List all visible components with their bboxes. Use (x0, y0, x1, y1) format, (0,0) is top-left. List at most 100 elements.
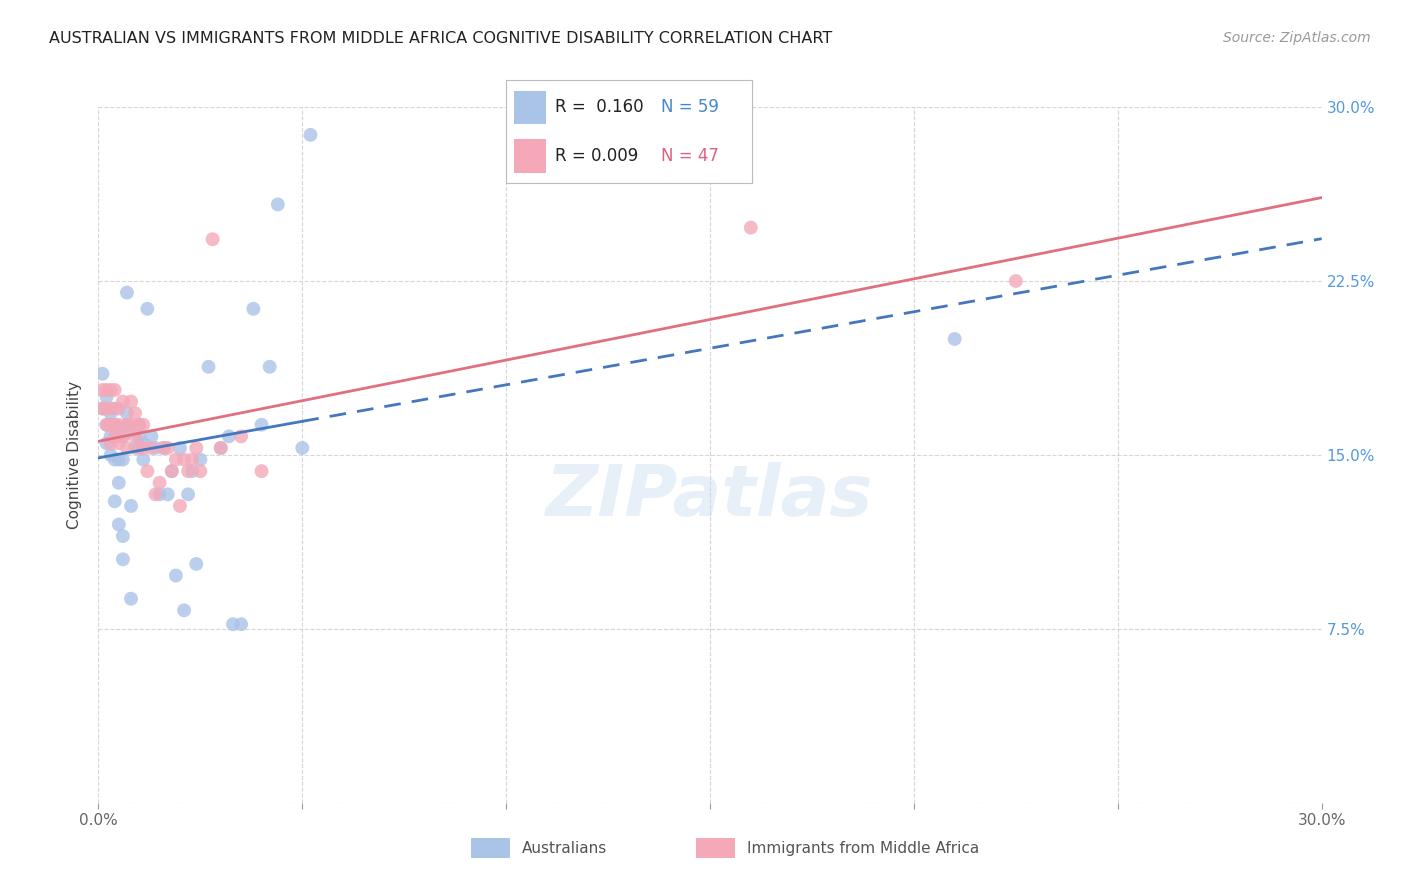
Point (91, 367, 114, 381)
Point (96, 401, 118, 416)
Point (124, 406, 146, 420)
Point (136, 301, 159, 316)
Point (152, 441, 174, 455)
Point (100, 436, 122, 450)
Point (100, 448, 122, 462)
Point (120, 394, 142, 409)
Point (111, 452, 134, 467)
Text: R =  0.160: R = 0.160 (555, 98, 644, 117)
Point (108, 401, 131, 416)
Point (181, 464, 204, 478)
Point (104, 494, 127, 508)
Point (96, 417, 118, 432)
Point (115, 417, 138, 432)
Point (91, 383, 114, 397)
Point (100, 417, 122, 432)
Point (136, 464, 159, 478)
Text: Immigrants from Middle Africa: Immigrants from Middle Africa (747, 841, 979, 855)
Point (128, 417, 150, 432)
Point (120, 591, 142, 606)
Point (111, 394, 134, 409)
Point (231, 617, 253, 632)
Point (173, 452, 195, 467)
Point (96, 383, 118, 397)
Point (104, 429, 127, 443)
Point (128, 429, 150, 443)
Point (108, 429, 131, 443)
Point (104, 429, 127, 443)
Point (128, 417, 150, 432)
Point (186, 557, 208, 571)
Point (231, 429, 253, 443)
Point (108, 475, 131, 490)
Text: Source: ZipAtlas.com: Source: ZipAtlas.com (1223, 31, 1371, 45)
Point (165, 568, 187, 582)
Text: N = 47: N = 47 (661, 146, 718, 165)
Point (91, 401, 114, 416)
Point (141, 441, 163, 455)
Point (177, 487, 200, 501)
Text: AUSTRALIAN VS IMMIGRANTS FROM MIDDLE AFRICA COGNITIVE DISABILITY CORRELATION CHA: AUSTRALIAN VS IMMIGRANTS FROM MIDDLE AFR… (49, 31, 832, 46)
Point (156, 487, 179, 501)
Point (100, 429, 122, 443)
Point (299, 128, 322, 142)
Point (100, 401, 122, 416)
Point (149, 487, 172, 501)
Point (108, 417, 131, 432)
Point (96, 417, 118, 432)
Point (160, 464, 183, 478)
Point (124, 441, 146, 455)
Point (186, 441, 208, 455)
Point (160, 464, 183, 478)
Point (250, 417, 273, 432)
Point (209, 441, 232, 455)
Bar (513, 139, 546, 173)
Point (943, 332, 966, 346)
Point (145, 441, 167, 455)
Point (152, 441, 174, 455)
Point (104, 417, 127, 432)
Point (740, 220, 762, 235)
Point (108, 452, 131, 467)
Point (104, 417, 127, 432)
Point (222, 617, 245, 632)
Point (132, 436, 155, 450)
Point (104, 452, 127, 467)
Point (250, 464, 273, 478)
Point (115, 285, 138, 300)
Point (267, 197, 290, 211)
Point (108, 517, 131, 532)
Text: R = 0.009: R = 0.009 (555, 146, 638, 165)
Text: Australians: Australians (522, 841, 607, 855)
Point (111, 529, 134, 543)
Point (115, 406, 138, 420)
Point (141, 429, 163, 443)
Point (108, 436, 131, 450)
Point (291, 441, 314, 455)
Point (188, 452, 212, 467)
Point (242, 301, 264, 316)
Point (111, 429, 134, 443)
Point (156, 441, 179, 455)
Point (169, 499, 191, 513)
Point (197, 359, 219, 374)
Point (209, 441, 232, 455)
Point (111, 552, 134, 566)
Bar (513, 91, 546, 124)
Point (188, 464, 212, 478)
Point (149, 475, 172, 490)
Point (128, 441, 150, 455)
Point (100, 417, 122, 432)
Point (96, 436, 118, 450)
Point (96, 390, 118, 404)
Point (100, 383, 122, 397)
Text: N = 59: N = 59 (661, 98, 718, 117)
Point (259, 359, 281, 374)
Point (115, 417, 138, 432)
Point (169, 441, 191, 455)
Point (100, 406, 122, 420)
Point (165, 452, 187, 467)
Text: ZIPatlas: ZIPatlas (547, 462, 873, 531)
Point (181, 452, 204, 467)
Point (218, 429, 240, 443)
